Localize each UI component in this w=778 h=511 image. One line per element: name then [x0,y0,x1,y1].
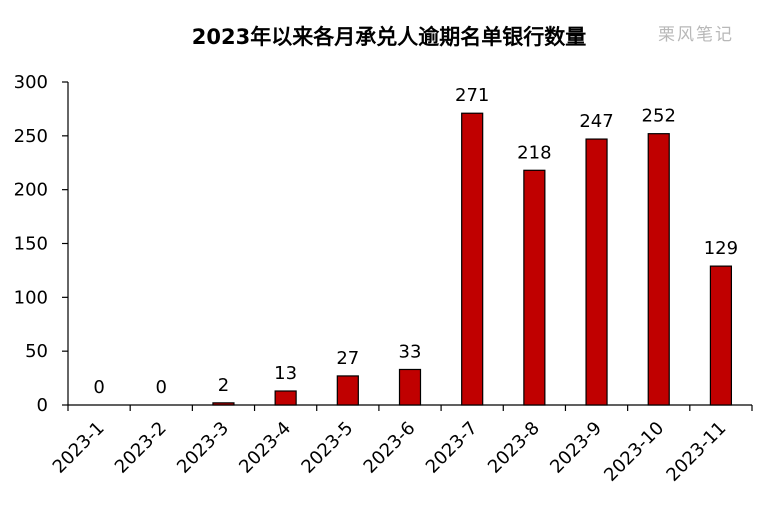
data-label: 27 [336,348,359,369]
x-tick-label: 2023-10 [600,418,668,486]
y-tick-label: 150 [14,234,48,255]
bar-2023-8 [523,169,546,406]
y-tick-label: 250 [14,126,48,147]
x-tick-label: 2023-9 [546,418,606,478]
data-label: 0 [93,377,104,398]
y-tick-label: 50 [25,341,48,362]
data-label: 13 [274,363,297,384]
y-tick-label: 0 [37,395,48,416]
x-tick-label: 2023-2 [111,418,171,478]
bar-2023-9 [585,138,608,406]
bar-2023-10 [647,133,670,406]
bar-2023-4 [274,390,297,406]
data-label: 0 [156,377,167,398]
x-tick-label: 2023-3 [173,418,233,478]
data-label: 2 [218,375,229,396]
x-tick-label: 2023-8 [484,418,544,478]
chart-title: 2023年以来各月承兑人逾期名单银行数量 [192,25,586,49]
data-label: 247 [579,111,613,132]
watermark-logo: 栗风笔记 [658,25,734,45]
data-labels: 0 0 2 13 27 33 271 218 247 252 129 [93,85,738,398]
bar-series [212,112,733,406]
x-tick-label: 2023-7 [422,418,482,478]
x-tick-label: 2023-1 [49,418,109,478]
x-tick-label: 2023-11 [662,418,730,486]
data-label: 129 [704,238,738,259]
data-label: 252 [642,106,676,127]
x-tick-label: 2023-6 [360,418,420,478]
data-label: 271 [455,85,489,106]
bar-2023-7 [461,112,484,406]
x-tick-label: 2023-5 [297,418,357,478]
x-tick-label: 2023-4 [235,418,295,478]
bar-2023-5 [336,375,359,406]
y-axis: 0 50 100 150 200 250 300 [14,72,69,416]
y-tick-label: 100 [14,287,48,308]
y-tick-label: 200 [14,180,48,201]
y-tick-label: 300 [14,72,48,93]
x-axis: 2023-1 2023-2 2023-3 2023-4 2023-5 2023-6 2023… [49,404,753,486]
bar-2023-6 [398,368,422,406]
data-label: 218 [517,142,551,163]
bar-2023-3 [212,402,235,406]
bar-2023-11 [709,265,733,406]
data-label: 33 [399,341,422,362]
